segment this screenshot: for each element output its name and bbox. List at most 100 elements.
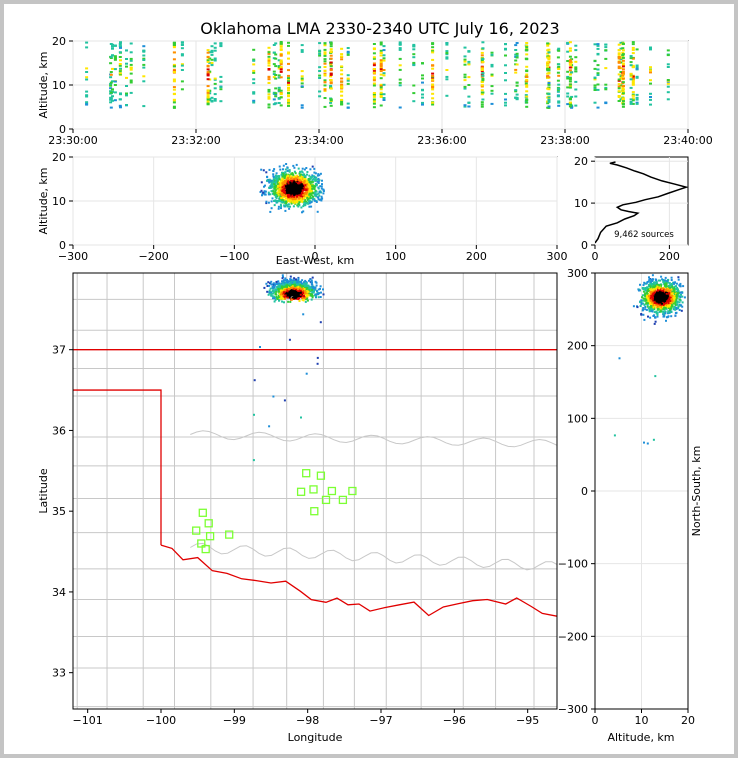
source-cell: [290, 181, 293, 184]
source-cell: [304, 292, 307, 295]
source-cell: [315, 294, 318, 297]
source-cell: [279, 203, 282, 206]
source-cell: [273, 168, 276, 171]
source-cell: [85, 71, 89, 73]
source-cell: [285, 178, 288, 181]
source-cell: [281, 195, 283, 198]
source-cell: [320, 199, 323, 202]
source-cell: [281, 287, 284, 290]
source-cell: [294, 172, 297, 175]
source-cell: [308, 289, 311, 292]
source-cell: [379, 62, 383, 65]
source-cell: [557, 63, 561, 66]
source-cell: [284, 289, 287, 292]
source-cell: [285, 280, 288, 283]
source-cell: [299, 293, 302, 296]
source-cell: [379, 96, 383, 98]
source-cell: [596, 43, 600, 46]
source-cell: [593, 78, 597, 81]
source-cell: [277, 280, 280, 283]
source-cell: [279, 293, 282, 296]
source-cell: [514, 44, 518, 47]
source-cell: [287, 69, 290, 72]
source-cell: [382, 54, 386, 57]
source-cell: [283, 177, 286, 180]
source-cell: [463, 76, 467, 79]
source-cell: [645, 282, 648, 285]
source-cell: [382, 83, 386, 86]
source-cell: [593, 86, 597, 89]
source-cell: [671, 303, 674, 305]
source-cell: [648, 294, 651, 296]
source-cell: [291, 172, 294, 175]
y-tick-label: 37: [52, 344, 66, 357]
source-cell: [305, 295, 308, 298]
source-cell: [547, 99, 551, 101]
source-cell: [278, 178, 281, 181]
source-cell: [445, 43, 449, 46]
source-cell: [269, 282, 271, 285]
source-cell: [316, 174, 319, 177]
source-cell: [279, 70, 283, 73]
source-cell: [295, 163, 298, 166]
source-cell: [621, 85, 625, 87]
source-cell: [279, 65, 283, 68]
source-cell: [619, 58, 623, 61]
source-cell: [481, 79, 485, 82]
source-cell: [305, 193, 308, 196]
source-cell: [252, 91, 256, 94]
station-marker: [338, 495, 348, 505]
source-cell: [304, 179, 307, 182]
source-cell: [300, 193, 303, 196]
source-cell: [323, 79, 327, 82]
source-cell: [649, 293, 652, 296]
source-cell: [297, 292, 300, 295]
source-cell: [379, 41, 383, 44]
source-cell: [683, 296, 686, 299]
source-cell: [659, 301, 662, 303]
source-cell: [206, 91, 210, 94]
source-cell: [670, 307, 673, 310]
source-cell: [323, 74, 327, 77]
source-cell: [274, 42, 278, 45]
source-cell: [557, 87, 561, 90]
source-cell: [274, 189, 277, 192]
source-cell: [119, 46, 122, 49]
source-cell: [277, 90, 281, 93]
source-cell: [304, 181, 307, 184]
source-cell: [650, 294, 652, 297]
source-cell: [266, 285, 269, 287]
source-cell: [568, 66, 572, 69]
source-cell: [664, 302, 667, 305]
source-cell: [490, 74, 494, 77]
source-cell: [546, 61, 550, 64]
source-cell: [313, 171, 316, 174]
source-cell: [329, 54, 333, 57]
source-cell: [656, 290, 659, 293]
source-cell: [306, 297, 309, 300]
source-cell: [308, 177, 311, 180]
source-cell: [398, 78, 402, 81]
y-tick-label: 33: [52, 667, 66, 680]
source-cell: [119, 67, 122, 70]
source-cell: [109, 62, 113, 65]
source-cell: [275, 197, 278, 199]
source-cell: [288, 288, 291, 291]
source-cell: [525, 48, 529, 51]
source-cell: [206, 71, 210, 74]
source-cell: [659, 291, 662, 294]
source-cell: [283, 296, 286, 298]
source-cell: [259, 346, 261, 348]
source-cell: [316, 178, 319, 181]
source-cell: [85, 41, 89, 44]
source-cell: [287, 188, 290, 191]
source-cell: [285, 194, 287, 197]
source-cell: [412, 43, 416, 46]
source-cell: [340, 94, 344, 97]
source-cell: [574, 80, 578, 83]
x-tick-label: −98: [296, 714, 319, 727]
source-cell: [659, 307, 662, 310]
source-cell: [316, 180, 319, 183]
source-cell: [525, 58, 529, 61]
source-cell: [467, 105, 471, 108]
